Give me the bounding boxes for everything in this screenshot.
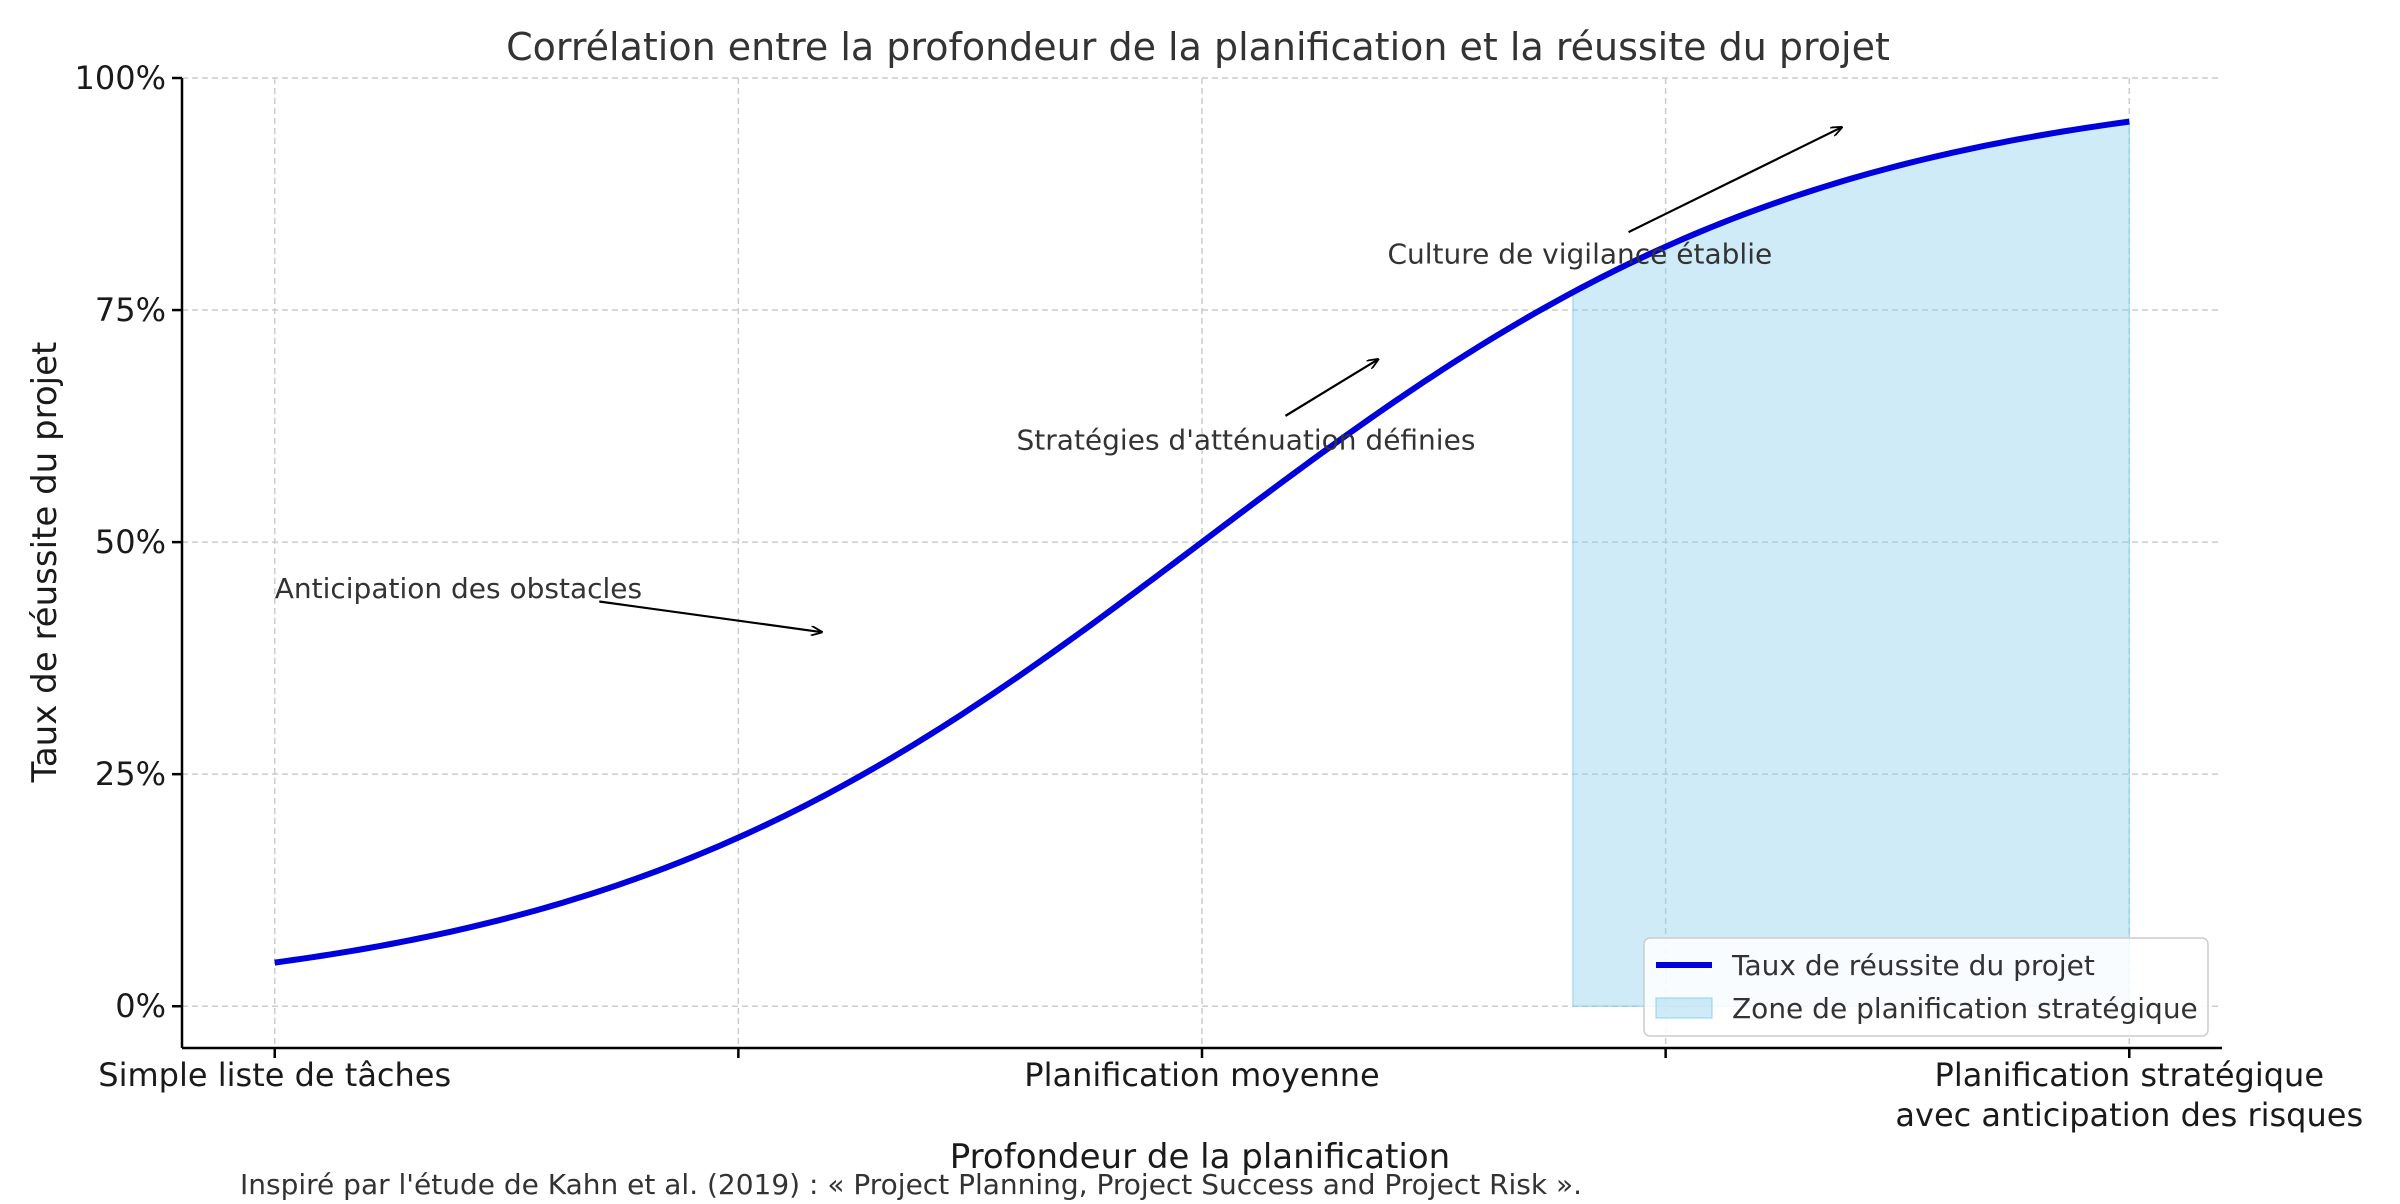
legend-area-swatch — [1655, 997, 1713, 1019]
y-tick-label-0: 0% — [115, 987, 166, 1025]
chart-caption: Inspiré par l'étude de Kahn et al. (2019… — [240, 1168, 1582, 1200]
y-axis-label: Taux de réussite du projet — [25, 342, 65, 784]
x-tick-label-2-line-0: Planification stratégique — [1935, 1056, 2325, 1094]
annotation-text-1: Stratégies d'atténuation définies — [1017, 423, 1476, 456]
chart-title: Corrélation entre la profondeur de la pl… — [506, 25, 1890, 69]
annotation-arrow-2 — [1628, 127, 1842, 234]
legend-label-line: Taux de réussite du projet — [1731, 949, 2095, 982]
y-tick-label-3: 75% — [95, 291, 166, 329]
annotation-layer: Anticipation des obstacles Stratégies d'a… — [275, 127, 1842, 632]
x-tick-label-2-line-1: avec anticipation des risques — [1895, 1096, 2363, 1134]
annotation-text-2: Culture de vigilance établie — [1387, 238, 1772, 271]
series-line — [274, 118, 2130, 966]
x-tick-label-0: Simple liste de tâches — [98, 1056, 451, 1094]
x-tick-label-1: Planification moyenne — [1024, 1056, 1379, 1094]
y-tick-label-2: 50% — [95, 523, 166, 561]
legend-layer: Taux de réussite du projet Zone de planif… — [1643, 937, 2209, 1037]
annotation-arrow-1 — [1284, 359, 1378, 417]
y-tick-label-1: 25% — [95, 755, 166, 793]
y-tick-label-4: 100% — [75, 59, 166, 97]
legend-box — [1643, 937, 2209, 1037]
annotation-arrow-0 — [599, 600, 822, 633]
ticks-layer: Simple liste de tâches Planification moye… — [75, 59, 2364, 1134]
x-axis-label: Profondeur de la planification — [950, 1137, 1450, 1177]
legend-label-area: Zone de planification stratégique — [1732, 992, 2198, 1025]
line-layer — [274, 118, 2130, 966]
annotation-text-0: Anticipation des obstacles — [275, 572, 642, 605]
